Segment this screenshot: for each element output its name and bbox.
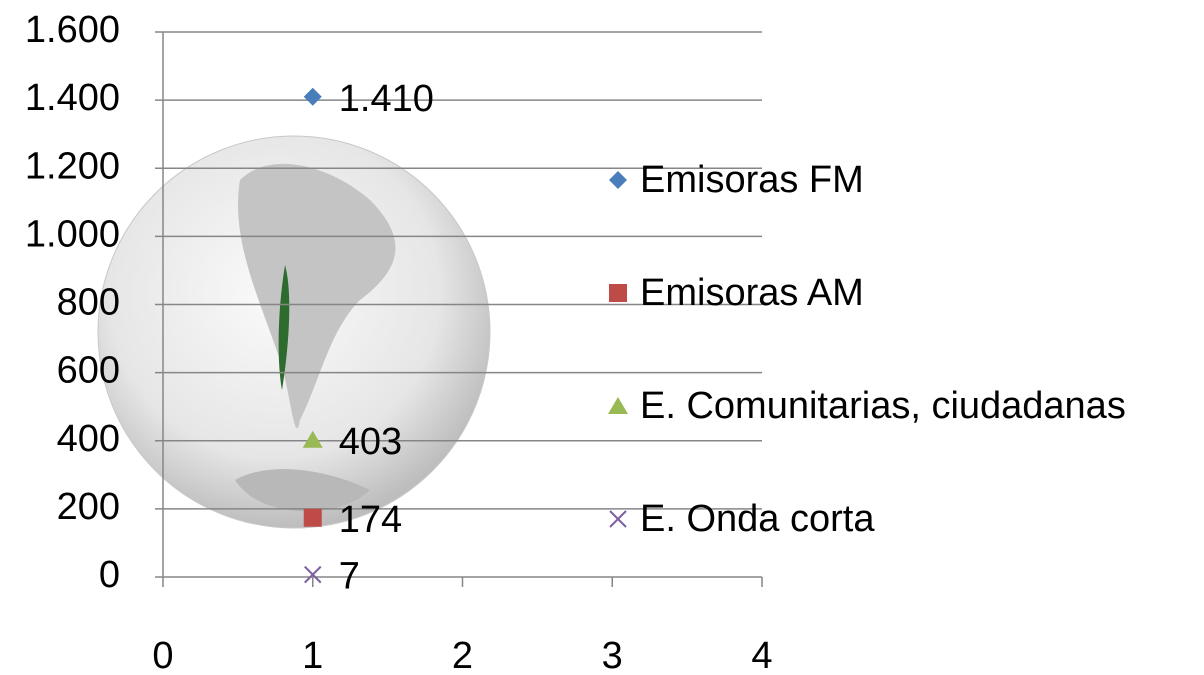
- y-tick-label: 600: [57, 350, 120, 392]
- y-tick-label: 1.000: [25, 213, 120, 255]
- background-globe: [97, 135, 491, 529]
- data-point: [303, 508, 322, 527]
- y-tick-label: 400: [57, 418, 120, 460]
- legend-label: Emisoras FM: [640, 159, 864, 201]
- y-tick-label: 1.600: [25, 9, 120, 51]
- legend-label: Emisoras AM: [640, 272, 864, 314]
- y-tick-label: 800: [57, 282, 120, 324]
- legend-marker: [609, 171, 627, 189]
- y-tick-label: 200: [57, 486, 120, 528]
- data-label: 7: [339, 556, 360, 598]
- legend-marker: [608, 397, 628, 414]
- legend-label: E. Comunitarias, ciudadanas: [640, 385, 1126, 427]
- legend-label: E. Onda corta: [640, 498, 875, 540]
- legend-marker: [609, 284, 627, 302]
- x-tick-label: 1: [302, 635, 323, 675]
- x-tick-label: 2: [452, 635, 473, 675]
- x-tick-label: 0: [152, 635, 173, 675]
- data-label: 1.410: [339, 78, 434, 120]
- x-tick-label: 3: [602, 635, 623, 675]
- data-label: 403: [339, 421, 402, 463]
- data-label: 174: [339, 499, 402, 541]
- legend-marker: [609, 510, 627, 528]
- y-tick-label: 0: [99, 554, 120, 596]
- x-tick-label: 4: [751, 635, 772, 675]
- data-point: [303, 87, 322, 106]
- y-tick-label: 1.200: [25, 145, 120, 187]
- data-point: [304, 565, 322, 584]
- y-tick-label: 1.400: [25, 77, 120, 119]
- data-point: [302, 430, 323, 448]
